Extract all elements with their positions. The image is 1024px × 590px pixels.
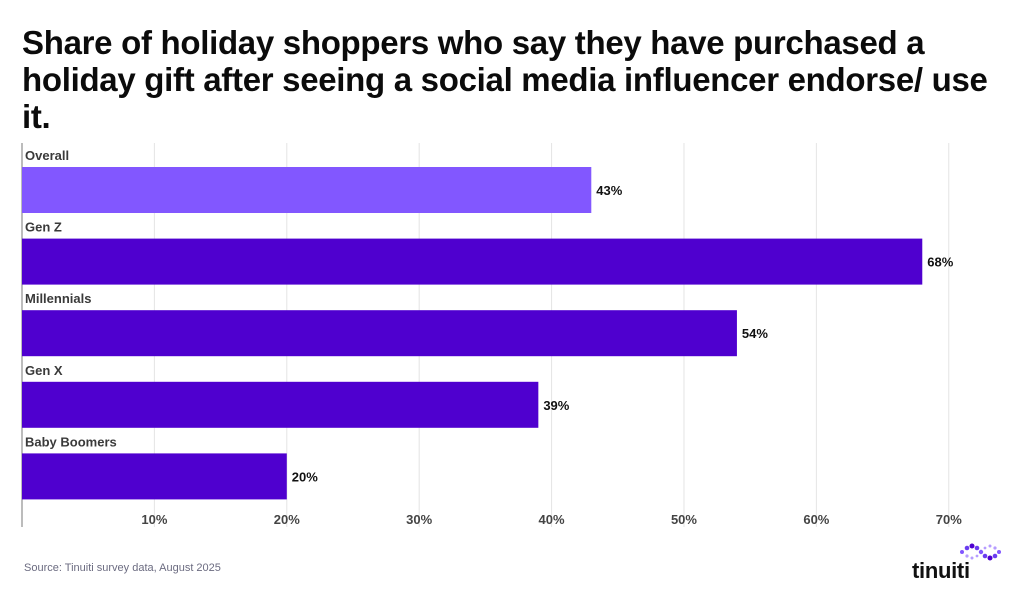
value-label: 20% — [292, 469, 318, 484]
value-label: 39% — [543, 398, 569, 413]
category-label: Millennials — [25, 291, 91, 306]
x-tick-label: 30% — [406, 512, 432, 527]
bar-chart: 10% 20% 30% 40% 50% 60% 70% Overall 43% Gen Z 68% M… — [21, 143, 962, 527]
x-tick-label: 20% — [274, 512, 300, 527]
bar — [22, 381, 539, 428]
brand-name: tinuiti — [912, 558, 970, 583]
x-tick-label: 50% — [671, 512, 697, 527]
category-label: Baby Boomers — [25, 434, 117, 449]
category-label: Overall — [25, 148, 69, 163]
value-label: 54% — [742, 326, 768, 341]
bar — [22, 453, 287, 500]
tinuiti-logo-icon — [960, 543, 1001, 561]
x-tick-label: 40% — [539, 512, 565, 527]
bar — [22, 310, 737, 357]
chart-title: Share of holiday shoppers who say they h… — [22, 24, 988, 135]
x-tick-label: 70% — [936, 512, 962, 527]
bar — [22, 238, 923, 285]
value-label: 68% — [927, 255, 953, 270]
brand-logo: tinuiti — [912, 540, 1008, 583]
x-tick-label: 10% — [141, 512, 167, 527]
value-label: 43% — [596, 183, 622, 198]
source-note: Source: Tinuiti survey data, August 2025 — [24, 562, 221, 574]
x-tick-label: 60% — [803, 512, 829, 527]
bar — [22, 167, 592, 213]
category-label: Gen Z — [25, 220, 62, 235]
category-label: Gen X — [25, 363, 63, 378]
